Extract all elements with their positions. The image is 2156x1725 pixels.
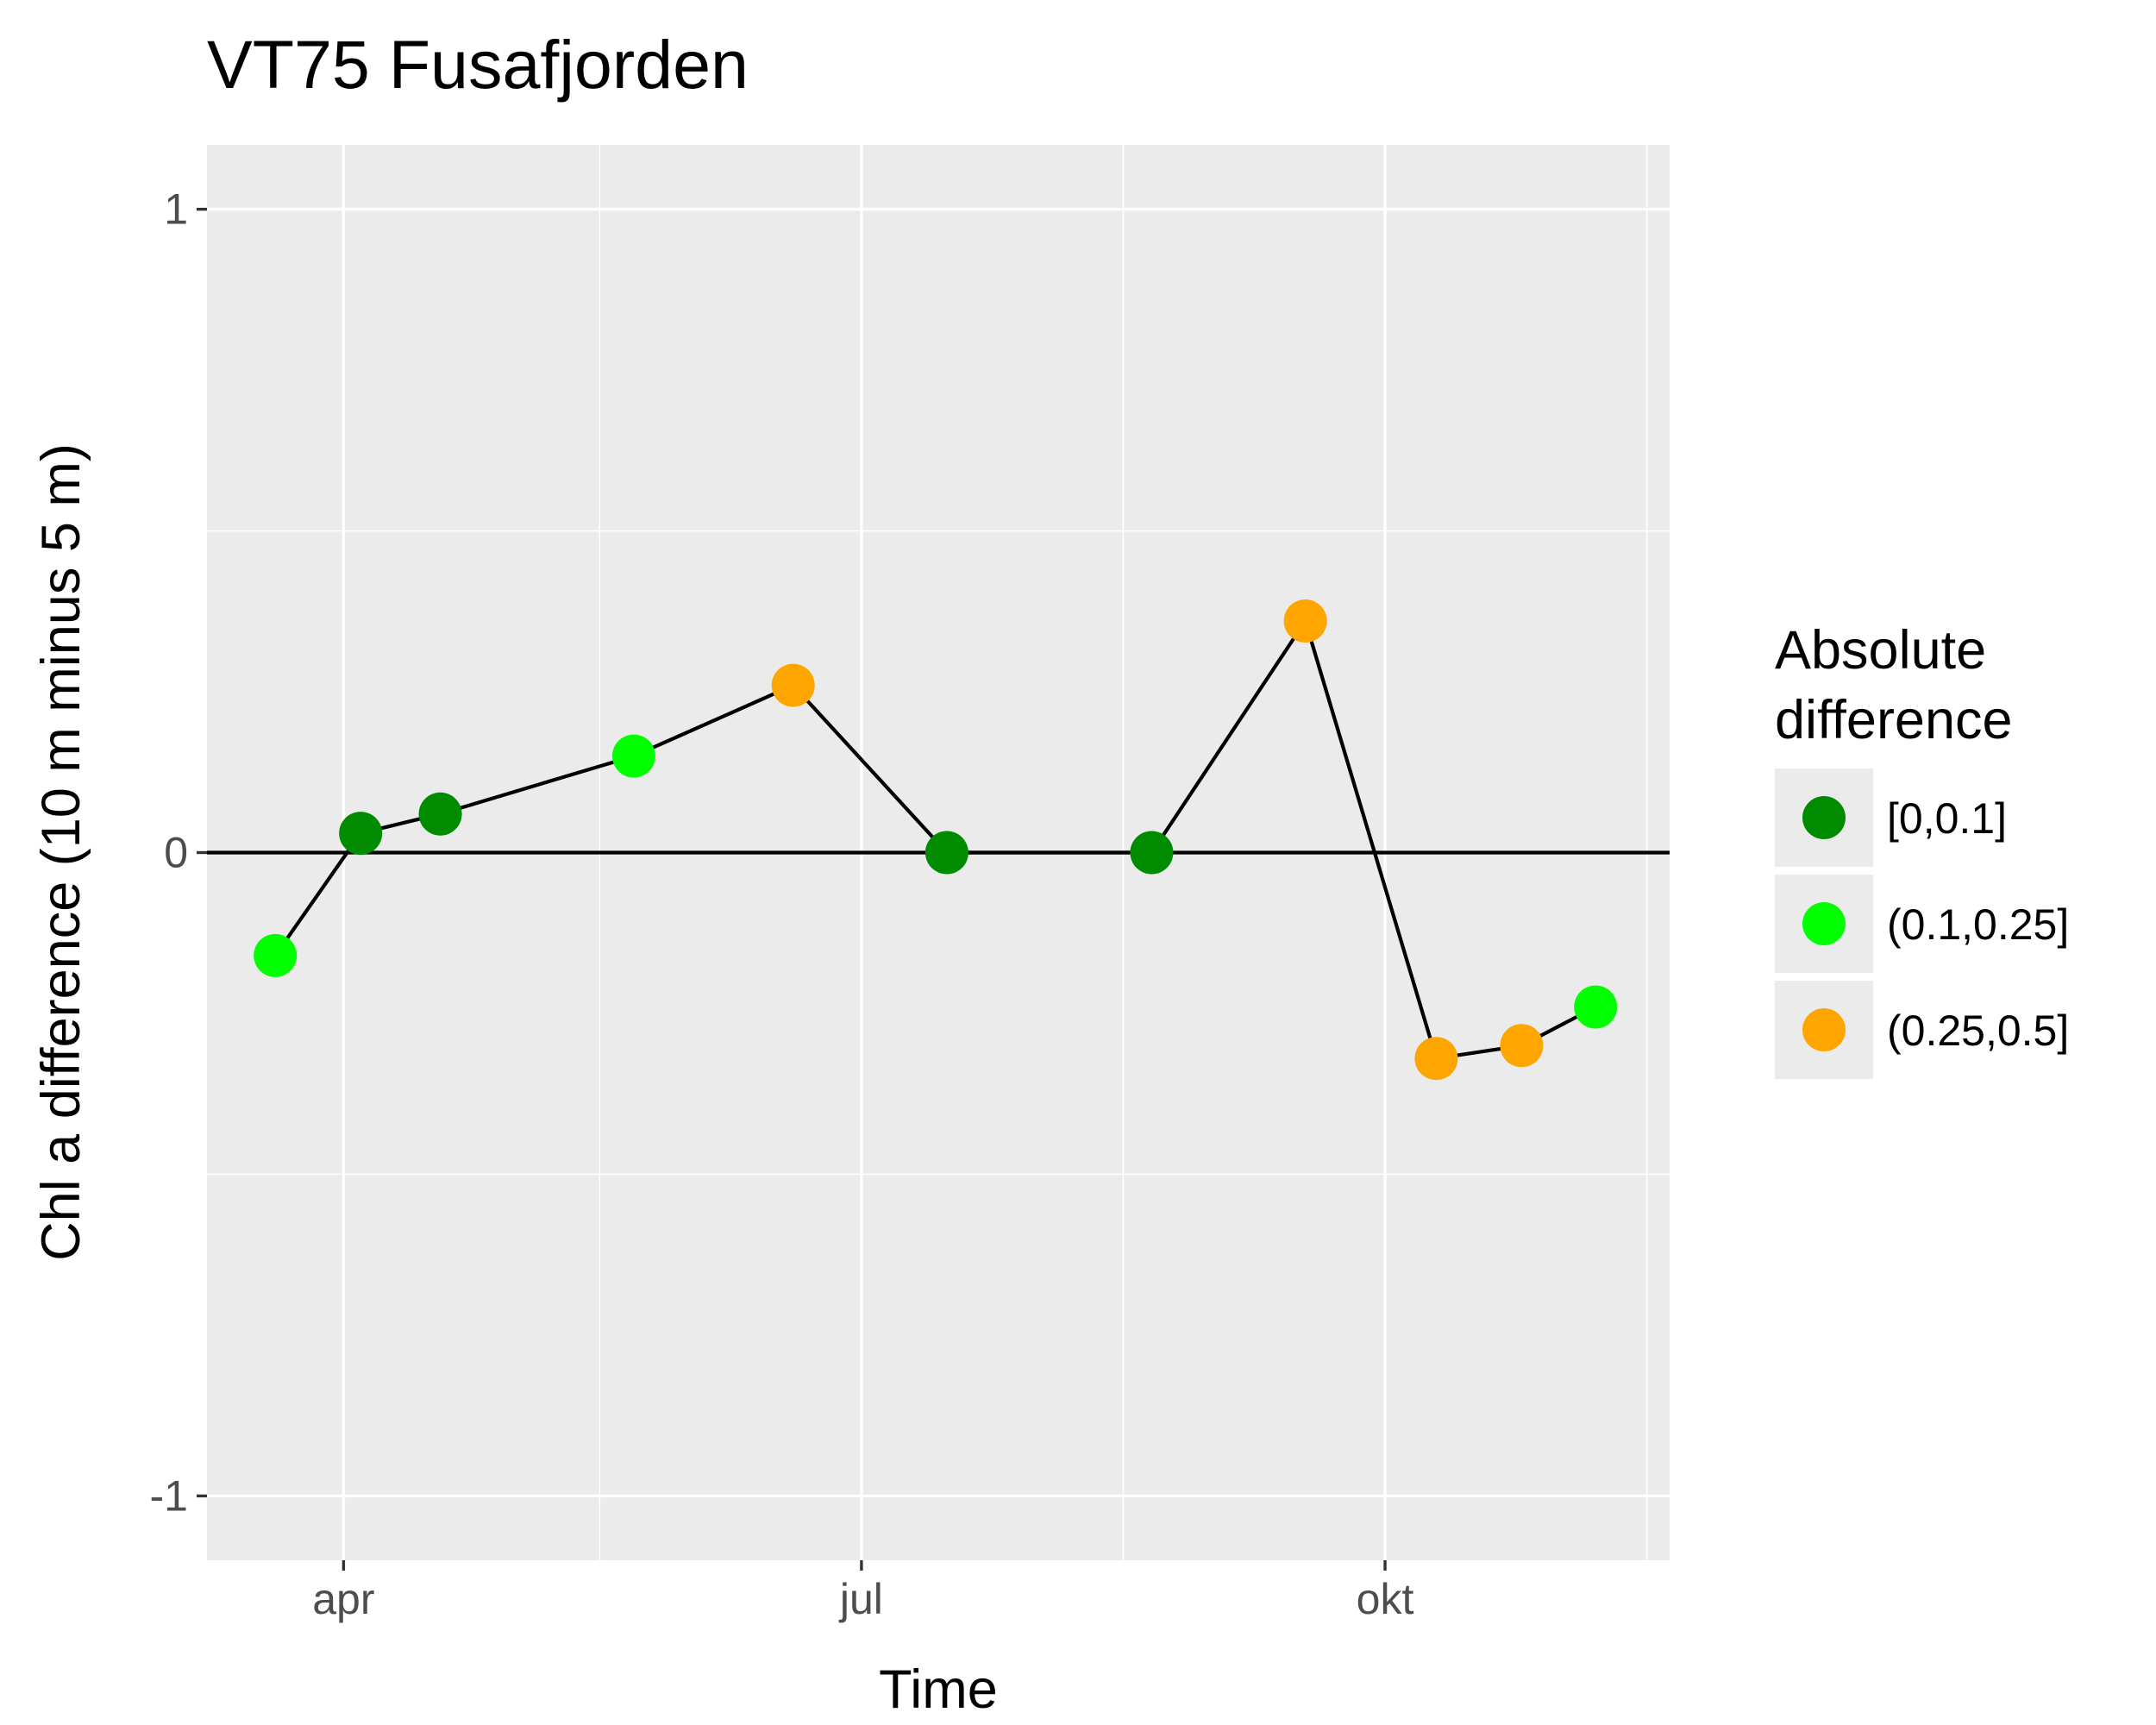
x-axis-title: Time xyxy=(879,1659,998,1720)
data-point xyxy=(1130,831,1174,875)
y-tick-label: 0 xyxy=(164,829,188,877)
data-point xyxy=(1283,599,1327,643)
x-tick-label: okt xyxy=(1357,1575,1414,1623)
legend: Absolute difference [0,0.1] (0.1,0.25] (0.… xyxy=(1775,620,2069,1079)
data-point xyxy=(418,792,462,836)
legend-title-line-2: difference xyxy=(1775,690,2013,750)
legend-items: [0,0.1] (0.1,0.25] (0.25,0.5] xyxy=(1775,768,2069,1079)
y-axis-title: Chl a difference (10 m minus 5 m) xyxy=(31,443,91,1261)
data-points xyxy=(254,599,1618,1081)
x-tick-label: apr xyxy=(312,1575,374,1623)
legend-key-point xyxy=(1802,1008,1846,1051)
x-tick-label: jul xyxy=(838,1575,883,1623)
legend-key-point xyxy=(1802,796,1846,839)
y-axis: -1 0 1 xyxy=(150,185,207,1520)
legend-key-point xyxy=(1802,902,1846,945)
data-point xyxy=(1500,1024,1544,1068)
data-point xyxy=(1414,1037,1458,1081)
y-tick-label: -1 xyxy=(150,1471,188,1520)
legend-label: (0.25,0.5] xyxy=(1887,1007,2069,1055)
data-point xyxy=(611,734,655,778)
legend-label: [0,0.1] xyxy=(1887,794,2007,843)
chart-title: VT75 Fusafjorden xyxy=(207,26,749,103)
legend-label: (0.1,0.25] xyxy=(1887,900,2069,949)
data-point xyxy=(771,663,815,707)
legend-title-line-1: Absolute xyxy=(1775,620,1986,681)
data-point xyxy=(1574,985,1618,1029)
y-tick-label: 1 xyxy=(164,185,188,234)
data-point xyxy=(924,831,968,875)
data-point xyxy=(339,812,383,856)
data-point xyxy=(254,933,298,977)
x-axis: apr jul okt xyxy=(312,1560,1413,1623)
